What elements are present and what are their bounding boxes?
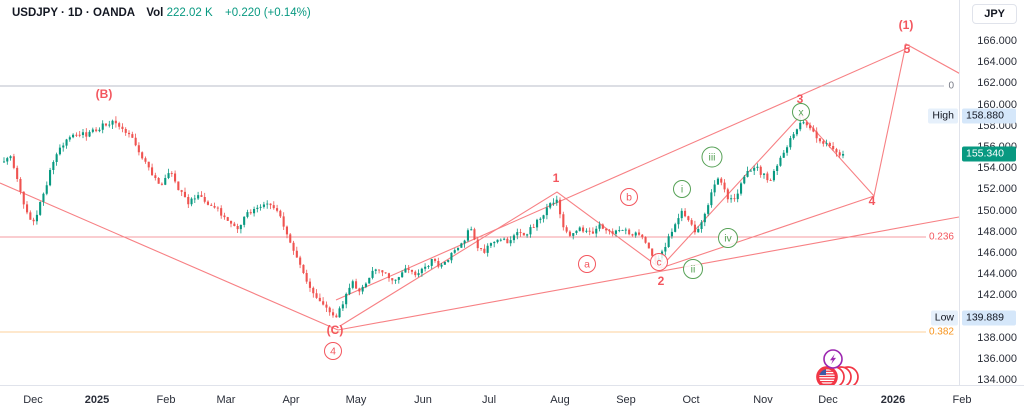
time-axis-label: Jun (414, 394, 432, 406)
wave-label-circle (650, 253, 668, 271)
price-axis-label: 148.000 (977, 225, 1017, 238)
time-axis-label: May (345, 394, 367, 406)
volume-label: Vol (146, 7, 164, 19)
up-candle-wicks (3, 116, 844, 318)
high-badge-value: 158.880 (962, 108, 1016, 124)
wave-label[interactable]: 1 (553, 171, 560, 185)
time-axis-label: Nov (753, 394, 773, 406)
low-badge-value: 139.889 (962, 310, 1016, 326)
trendline[interactable] (0, 182, 339, 331)
time-axis-label: Feb (156, 394, 176, 406)
price-axis-label: 154.000 (977, 162, 1017, 175)
wave-label[interactable]: b (626, 192, 632, 204)
wave-label[interactable]: (1) (899, 18, 914, 32)
wave-label[interactable]: (B) (96, 87, 113, 101)
price-axis-label: 164.000 (977, 56, 1017, 69)
time-axis-label: Dec (23, 394, 43, 406)
time-axis-label: Apr (282, 394, 300, 406)
time-axis-border (0, 385, 1024, 386)
time-axis-label: Feb (952, 394, 972, 406)
price-axis-label: 142.000 (977, 289, 1017, 302)
price-axis-label: 136.000 (977, 353, 1017, 365)
trendline[interactable] (337, 216, 959, 331)
wave-label[interactable]: a (584, 259, 590, 271)
price-axis-label: 138.000 (977, 331, 1017, 344)
trendlines[interactable] (0, 43, 959, 331)
fib-retracement-lines[interactable] (0, 85, 944, 333)
wave-label[interactable]: c (656, 257, 661, 269)
trendline[interactable] (660, 195, 875, 269)
time-axis-label: 2026 (880, 394, 906, 406)
price-axis-label: 146.000 (977, 247, 1017, 259)
change-value: +0.220 (+0.14%) (225, 7, 311, 19)
price-axis-border (959, 0, 960, 385)
wave-label-circle (792, 103, 810, 121)
time-axis[interactable]: Dec 2025 Feb Mar Apr May Jun Jul Aug Sep Oct Nov Dec… (0, 386, 1024, 418)
wave-label-circle (578, 255, 596, 273)
time-axis-label: Aug (550, 394, 570, 406)
price-axis-label: 162.000 (977, 77, 1017, 90)
candlestick-series[interactable] (3, 116, 845, 318)
wave-label[interactable]: 4 (330, 346, 336, 358)
time-axis-label: Dec (818, 394, 838, 406)
lightning-icon (830, 353, 836, 365)
time-axis-label: Jul (481, 394, 497, 406)
wave-label[interactable]: 5 (904, 42, 911, 56)
wave-label-circle (673, 180, 691, 198)
wave-label[interactable]: iii (709, 152, 716, 164)
price-axis-label: 160.000 (977, 98, 1017, 111)
volume-value: 222.02 K (166, 7, 213, 19)
wave-label[interactable]: ii (691, 264, 696, 276)
wave-label[interactable]: i (681, 184, 683, 196)
fib-level-value-label: 0.382 (925, 326, 957, 338)
time-axis-label: Mar (216, 394, 236, 406)
wave-label[interactable]: iv (724, 233, 732, 245)
wave-label[interactable]: 3 (797, 92, 804, 106)
wave-label-circle (718, 228, 738, 248)
trendline[interactable] (335, 46, 911, 301)
wave-label-circle (683, 259, 703, 279)
time-axis-label: Sep (616, 394, 636, 406)
wave-label-circle (324, 342, 342, 360)
fib-level-value-label: 0.236 (925, 231, 957, 243)
chart-legend[interactable]: USDJPY · 1D · OANDA Vol 222.02 K +0.220 … (12, 6, 311, 21)
low-badge-label: Low (930, 310, 958, 326)
wave-label[interactable]: 4 (869, 194, 876, 208)
wave-label-circle (620, 188, 638, 206)
currency-button[interactable]: JPY (972, 4, 1017, 24)
price-axis-label: 134.000 (977, 374, 1017, 387)
fib-level-value-label: 0 (945, 80, 957, 92)
time-axis-label: 2025 (84, 394, 110, 406)
price-axis-label: 144.000 (977, 268, 1017, 281)
symbol-title[interactable]: USDJPY · 1D · OANDA (12, 7, 136, 19)
wave-label-circle (701, 146, 723, 168)
price-axis-label: 166.000 (977, 35, 1017, 47)
price-axis-label: 150.000 (977, 204, 1017, 217)
event-markers[interactable] (816, 349, 859, 385)
wave-label[interactable]: 2 (658, 274, 665, 288)
time-axis-label: Oct (682, 394, 700, 406)
high-badge-label: High (928, 108, 958, 124)
down-candle-wicks (13, 116, 841, 318)
price-axis-label: 152.000 (977, 183, 1017, 196)
wave-label[interactable]: x (798, 107, 804, 119)
wave-label[interactable]: (C) (327, 323, 344, 337)
last-price-badge: 155.340 (962, 146, 1016, 162)
price-axis[interactable]: 166.000164.000162.000160.000158.000156.0… (960, 0, 1024, 387)
